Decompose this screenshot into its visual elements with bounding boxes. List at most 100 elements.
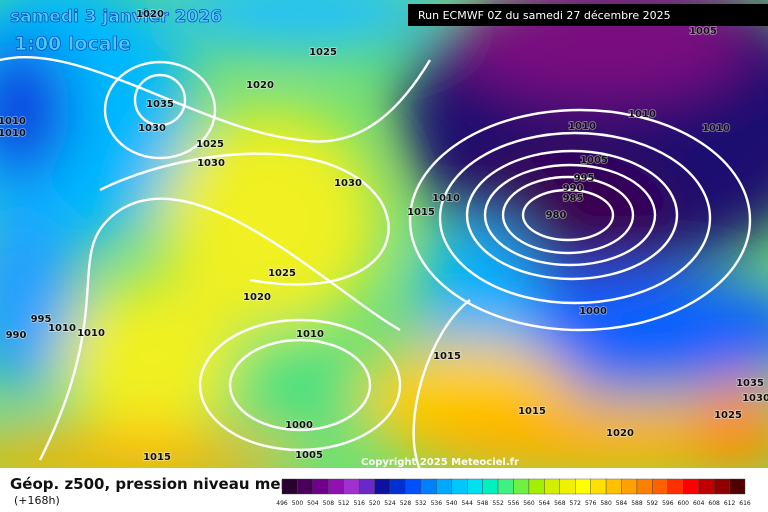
isobar-label: 1010 <box>702 123 730 134</box>
legend-swatch <box>513 478 530 495</box>
legend-swatch <box>621 478 638 495</box>
legend-label: 544 <box>461 500 473 507</box>
legend-swatch <box>467 478 483 495</box>
legend-label: 516 <box>353 500 365 507</box>
legend-swatch <box>590 478 607 495</box>
isobar-label: 1025 <box>714 410 742 421</box>
legend-label: 580 <box>600 500 612 507</box>
legend-label: 508 <box>323 500 335 507</box>
legend-label: 496 <box>276 500 288 507</box>
legend-label: 560 <box>523 500 535 507</box>
legend-swatch <box>636 478 653 495</box>
isobar-label: 990 <box>6 330 27 341</box>
legend-label: 504 <box>307 500 319 507</box>
isobar-label: 1030 <box>742 393 768 404</box>
legend-label: 564 <box>539 500 551 507</box>
isobar-label: 1015 <box>518 406 546 417</box>
isobar-label: 1025 <box>309 47 337 58</box>
legend-swatch <box>729 478 746 495</box>
legend-label: 568 <box>554 500 566 507</box>
isobar-label: 1020 <box>606 428 634 439</box>
legend-label: 588 <box>631 500 643 507</box>
isobar-label: 1015 <box>407 207 435 218</box>
legend-swatch <box>281 478 298 495</box>
isobar-label: 1030 <box>197 158 225 169</box>
isobar-label: 1000 <box>579 306 607 317</box>
legend-swatch <box>698 478 715 495</box>
legend-label: 592 <box>647 500 659 507</box>
isobar-label: 1025 <box>196 139 224 150</box>
legend-swatch <box>420 478 437 495</box>
legend-swatch <box>544 478 560 495</box>
legend-label: 584 <box>616 500 628 507</box>
legend-label: 540 <box>446 500 458 507</box>
isobar-label: 1005 <box>295 450 323 461</box>
isobar-label: 1015 <box>143 452 171 463</box>
legend-label: 572 <box>570 500 582 507</box>
isobar-label: 1035 <box>146 99 174 110</box>
legend-swatch <box>575 478 591 495</box>
legend-label: 528 <box>400 500 412 507</box>
isobar-label: 1010 <box>0 116 26 127</box>
isobar-label: 1020 <box>246 80 274 91</box>
legend-label: 576 <box>585 500 597 507</box>
legend-label: 512 <box>338 500 350 507</box>
legend-label: 612 <box>724 500 736 507</box>
isobar-label: 1030 <box>334 178 362 189</box>
legend-swatch <box>451 478 468 495</box>
isobar-label: 1005 <box>689 26 717 37</box>
legend-swatch <box>389 478 406 495</box>
legend-swatch <box>497 478 514 495</box>
legend-swatch <box>405 478 422 495</box>
legend-label: 608 <box>708 500 720 507</box>
legend-label: 500 <box>292 500 304 507</box>
run-info: Run ECMWF 0Z du samedi 27 décembre 2025 <box>418 9 671 22</box>
isobar-label: 1010 <box>628 109 656 120</box>
legend-label: 604 <box>693 500 705 507</box>
isobar-label: 1020 <box>243 292 271 303</box>
legend-swatch <box>605 478 622 495</box>
legend-label: 520 <box>369 500 381 507</box>
isobar-label: 1010 <box>48 323 76 334</box>
isobar-label: 1020 <box>136 9 164 20</box>
legend-swatch <box>559 478 576 495</box>
legend-swatch <box>713 478 730 495</box>
legend-swatch <box>652 478 669 495</box>
legend-swatch <box>328 478 344 495</box>
copyright: Copyright 2025 Meteociel.fr <box>361 457 519 468</box>
isobar-label: 1035 <box>736 378 764 389</box>
isobar-label: 1005 <box>580 155 608 166</box>
isobar-label: 1010 <box>0 128 26 139</box>
isobar-label: 990 <box>563 183 584 194</box>
footer-title: Géop. z500, pression niveau mer <box>10 475 289 493</box>
isobar-label: 1030 <box>138 123 166 134</box>
legend-label: 616 <box>739 500 751 507</box>
isobar-label: 980 <box>546 210 567 221</box>
legend-swatch <box>312 478 329 495</box>
legend-swatch <box>374 478 391 495</box>
legend-swatch <box>343 478 360 495</box>
isobar-label: 1010 <box>568 121 596 132</box>
run-box <box>408 4 768 26</box>
legend-swatch <box>667 478 684 495</box>
isobar-label: 1010 <box>77 328 105 339</box>
forecast-date: samedi 3 janvier 2026 <box>10 7 222 27</box>
legend-swatch <box>358 478 375 495</box>
isobar-label: 985 <box>563 193 584 204</box>
forecast-time: 1:00 locale <box>14 33 131 55</box>
isobar-label: 1025 <box>268 268 296 279</box>
legend-label: 600 <box>678 500 690 507</box>
legend-label: 524 <box>384 500 396 507</box>
isobar-label: 1010 <box>296 329 324 340</box>
lead-time: (+168h) <box>14 494 60 507</box>
legend-label: 552 <box>492 500 504 507</box>
isobar-label: 1010 <box>432 193 460 204</box>
legend-label: 532 <box>415 500 427 507</box>
legend-swatch <box>297 478 314 495</box>
isobar-label: 995 <box>31 314 52 325</box>
legend-label: 548 <box>477 500 489 507</box>
isobar-label: 1015 <box>433 351 461 362</box>
legend-label: 536 <box>431 500 443 507</box>
legend-swatch <box>528 478 545 495</box>
